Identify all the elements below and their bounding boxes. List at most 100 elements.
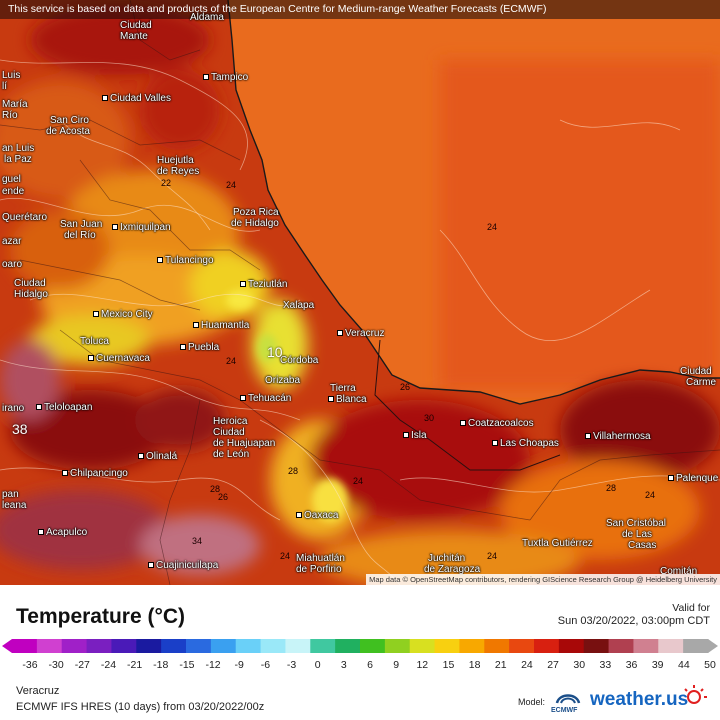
city-label: lí: [2, 81, 7, 92]
scale-color-segment: [384, 639, 411, 653]
city-label: del Río: [64, 230, 96, 241]
scale-color-segment: [310, 639, 336, 653]
scale-tick-label: 27: [547, 659, 559, 671]
city-label: oaro: [2, 259, 23, 270]
city-label: Casas: [628, 540, 657, 551]
scale-tick-label: -9: [234, 659, 244, 671]
city-marker-icon: [460, 420, 466, 427]
map-attribution[interactable]: Map data © OpenStreetMap contributors, r…: [366, 574, 720, 585]
city-marker-icon: [668, 475, 674, 482]
scale-tick-label: -3: [286, 659, 297, 671]
scale-color-segment: [633, 639, 659, 653]
city-marker-icon: [203, 74, 209, 81]
city-marker-icon: [102, 95, 108, 102]
scale-color-segment: [583, 639, 610, 653]
scale-tick-label: 0: [314, 659, 321, 671]
city-label: Carme: [686, 377, 717, 388]
city-label: Tulancingo: [157, 255, 214, 266]
ecmwf-notice-banner: This service is based on data and produc…: [0, 0, 720, 19]
city-label: Teloloapan: [36, 402, 92, 413]
city-label: Córdoba: [280, 355, 319, 366]
city-label: de Porfirio: [296, 564, 342, 575]
isotherm-label: 34: [192, 536, 203, 546]
warm-sea-zone: [440, 60, 720, 390]
scale-tick-label: 15: [442, 659, 455, 671]
isotherm-label: 24: [226, 180, 237, 190]
isotherm-label: 24: [226, 356, 237, 366]
city-label: Tuxtla Gutiérrez: [522, 538, 593, 549]
legend-title: Temperature (°C): [16, 605, 186, 628]
scale-tick-label: 9: [393, 659, 400, 671]
scale-color-segment: [260, 639, 286, 653]
city-label: de Las: [622, 529, 653, 540]
scale-color-segment: [136, 639, 162, 653]
isotherm-label: 28: [210, 484, 221, 494]
city-label: Tampico: [203, 72, 248, 83]
city-label: Juchitán: [428, 553, 466, 564]
city-label: Ciudad: [680, 366, 712, 377]
valid-date: Sun 03/20/2022, 03:00pm CDT: [557, 615, 710, 627]
scale-tick-label: 33: [599, 659, 612, 671]
city-marker-icon: [585, 433, 591, 440]
isotherm-label: 24: [487, 222, 498, 232]
isotherm-label: 24: [645, 490, 656, 500]
city-label: Tehuacán: [240, 393, 291, 404]
city-label: Comitán: [660, 566, 698, 577]
city-label: Miahuatlán: [296, 553, 345, 564]
city-label: Ciudad: [120, 20, 152, 31]
cool-highland-spots: [226, 290, 348, 522]
temperature-map[interactable]: This service is based on data and produc…: [0, 0, 720, 585]
scale-tick-label: 30: [573, 659, 586, 671]
scale-color-segment: [509, 639, 535, 653]
isotherm-label: 24: [353, 476, 364, 486]
city-label: Villahermosa: [585, 431, 651, 442]
city-label: azar: [2, 236, 22, 247]
city-label: de León: [213, 449, 250, 460]
scale-tick-label: 50: [704, 659, 716, 671]
scale-color-segment: [161, 639, 187, 653]
city-label: Veracruz: [337, 328, 384, 339]
city-marker-icon: [492, 440, 498, 447]
weather-us-logo[interactable]: weather.us: [590, 689, 689, 710]
city-label: Ciudad: [213, 427, 245, 438]
scale-color-segment: [558, 639, 585, 653]
city-marker-icon: [36, 404, 42, 411]
isotherm-label: 10: [267, 344, 283, 360]
scale-tick-label: -24: [100, 659, 117, 671]
city-marker-icon: [180, 344, 186, 351]
scale-color-segment: [86, 639, 112, 653]
city-label: Río: [2, 110, 18, 121]
city-label: Coatzacoalcos: [460, 418, 534, 429]
scale-tick-label: 21: [494, 659, 507, 671]
state-borders: [0, 0, 720, 585]
city-label: de Hidalgo: [231, 218, 279, 229]
city-label: Tierra: [330, 383, 356, 394]
scale-tick-label: 39: [651, 659, 664, 671]
city-marker-icon: [193, 322, 199, 329]
city-label: Isla: [403, 430, 427, 441]
city-label: Ixmiquilpan: [112, 222, 171, 233]
region-name: Veracruz: [16, 685, 60, 697]
city-label: Acapulco: [38, 527, 87, 538]
coastline: [227, 0, 720, 405]
city-marker-icon: [38, 529, 44, 536]
legend-panel: Temperature (°C) Valid for Sun 03/20/202…: [0, 585, 720, 720]
city-label: Heroica: [213, 416, 248, 427]
city-marker-icon: [138, 453, 144, 460]
city-label: Cuajinicuilapa: [148, 560, 218, 571]
temperature-color-scale: [2, 639, 718, 653]
scale-color-segment: [210, 639, 237, 653]
city-label: Mante: [120, 31, 148, 42]
city-label: la Paz: [4, 154, 32, 165]
scale-color-segment: [285, 639, 311, 653]
city-label: an Luis: [2, 143, 35, 154]
scale-color-segment: [683, 639, 709, 653]
city-label: Chilpancingo: [62, 468, 128, 479]
scale-tick-label: 24: [521, 659, 533, 671]
city-label: Xalapa: [283, 300, 315, 311]
isotherm-label: 24: [280, 551, 291, 561]
city-label: Luis: [2, 70, 21, 81]
city-label: San Juan: [60, 219, 103, 230]
city-marker-icon: [112, 224, 118, 231]
city-label: Oaxaca: [296, 510, 338, 521]
